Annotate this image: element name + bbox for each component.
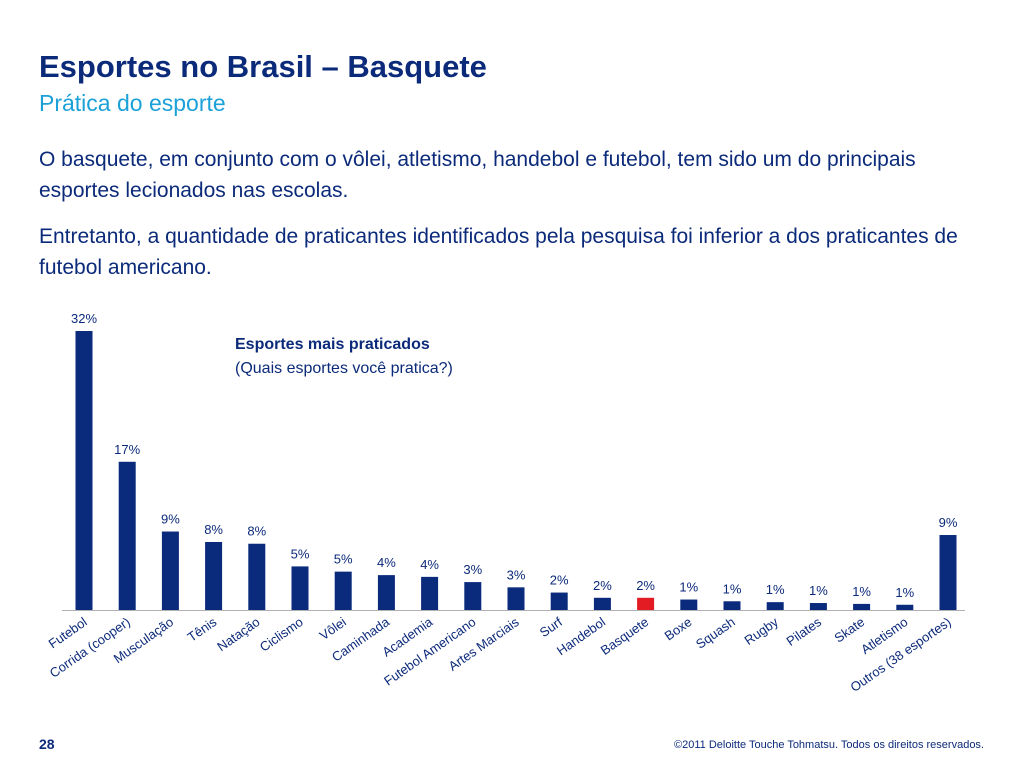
category-label-pilates: Pilates — [784, 614, 825, 649]
bar-rugby — [766, 602, 784, 610]
value-label-pilates: 1% — [809, 583, 828, 598]
category-label-tenis: Tênis — [185, 614, 220, 645]
value-label-atletismo: 1% — [895, 585, 914, 600]
category-label-ciclismo: Ciclismo — [257, 614, 306, 654]
slide-subtitle: Prática do esporte — [39, 90, 226, 116]
value-label-basquete: 2% — [636, 578, 655, 593]
bar-futebol — [75, 331, 93, 610]
bar-volei — [334, 571, 352, 610]
bar-academia — [421, 576, 439, 610]
value-label-rugby: 1% — [766, 582, 785, 597]
category-label-rugby: Rugby — [742, 614, 782, 648]
category-label-volei: Vôlei — [317, 614, 349, 643]
page-number: 28 — [39, 736, 55, 752]
bar-futebol-americano — [464, 582, 482, 610]
bar-boxe — [680, 599, 698, 610]
copyright-notice: ©2011 Deloitte Touche Tohmatsu. Todos os… — [674, 739, 984, 751]
value-label-caminhada: 4% — [377, 555, 396, 570]
category-label-boxe: Boxe — [662, 614, 695, 643]
value-label-ciclismo: 5% — [291, 546, 310, 561]
bar-squash — [723, 601, 741, 610]
value-label-natacao: 8% — [247, 524, 266, 539]
category-label-squash: Squash — [693, 614, 738, 652]
value-label-surf: 2% — [550, 573, 569, 588]
bar-musculacao — [161, 531, 179, 610]
value-label-tenis: 8% — [204, 522, 223, 537]
value-label-musculacao: 9% — [161, 512, 180, 527]
value-label-skate: 1% — [852, 584, 871, 599]
value-label-academia: 4% — [420, 557, 439, 572]
bar-skate — [853, 603, 871, 610]
bar-pilates — [809, 603, 827, 610]
value-label-futebol-americano: 3% — [463, 562, 482, 577]
bar-tenis — [205, 541, 223, 610]
slide-title: Esportes no Brasil – Basquete — [39, 49, 487, 84]
category-label-handebol: Handebol — [554, 614, 608, 658]
bar-natacao — [248, 543, 266, 610]
bar-outros-38-esportes — [939, 535, 957, 610]
bar-corrida-cooper — [118, 461, 136, 610]
paragraph-1: O basquete, em conjunto com o vôlei, atl… — [39, 148, 916, 202]
category-label-basquete: Basquete — [598, 614, 652, 658]
value-label-volei: 5% — [334, 552, 353, 567]
bar-artes-marciais — [507, 587, 525, 610]
value-label-handebol: 2% — [593, 578, 612, 593]
bar-surf — [550, 592, 568, 610]
chart-title: Esportes mais praticados — [235, 336, 430, 353]
bar-handebol — [593, 597, 611, 610]
value-label-futebol: 32% — [71, 311, 97, 326]
bar-atletismo — [896, 604, 914, 610]
value-label-artes-marciais: 3% — [507, 567, 526, 582]
value-label-outros-38-esportes: 9% — [939, 515, 958, 530]
paragraph-2: Entretanto, a quantidade de praticantes … — [39, 225, 958, 279]
bar-ciclismo — [291, 566, 309, 610]
value-label-squash: 1% — [723, 581, 742, 596]
bar-caminhada — [377, 575, 395, 610]
chart-subtitle: (Quais esportes você pratica?) — [235, 360, 453, 377]
category-label-skate: Skate — [831, 614, 867, 645]
value-label-boxe: 1% — [679, 580, 698, 595]
category-label-natacao: Natação — [214, 614, 262, 654]
category-label-surf: Surf — [537, 614, 565, 640]
bar-basquete — [637, 597, 655, 610]
value-label-corrida-cooper: 17% — [114, 442, 140, 457]
